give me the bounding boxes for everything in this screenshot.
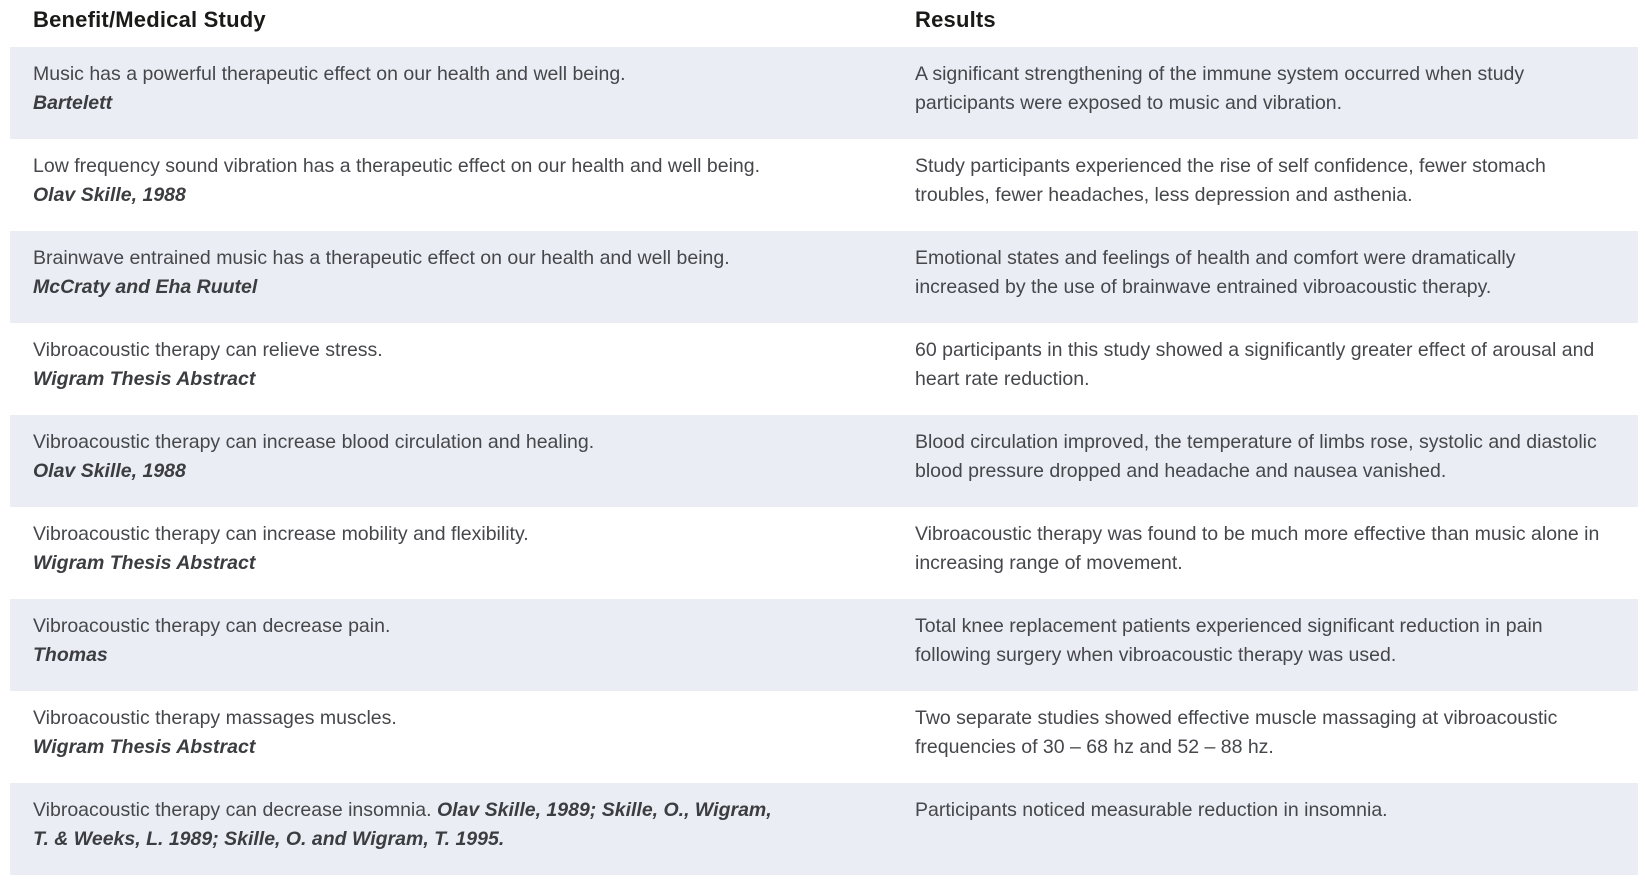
- table-header-row: Benefit/Medical Study Results: [10, 0, 1638, 47]
- benefit-text: Vibroacoustic therapy can decrease insom…: [33, 799, 432, 821]
- result-text: Study participants experienced the rise …: [915, 155, 1546, 206]
- benefit-text: Vibroacoustic therapy can increase mobil…: [33, 523, 529, 545]
- result-cell: Blood circulation improved, the temperat…: [915, 428, 1638, 507]
- column-header-benefit: Benefit/Medical Study: [33, 7, 266, 32]
- table-row: Music has a powerful therapeutic effect …: [10, 47, 1638, 139]
- table-row: Vibroacoustic therapy can increase blood…: [10, 415, 1638, 507]
- table-row: Vibroacoustic therapy can decrease insom…: [10, 783, 1638, 875]
- benefit-cell: Low frequency sound vibration has a ther…: [10, 152, 915, 231]
- result-text: Total knee replacement patients experien…: [915, 615, 1543, 666]
- result-cell: Study participants experienced the rise …: [915, 152, 1638, 231]
- result-cell: Total knee replacement patients experien…: [915, 612, 1638, 691]
- benefit-cell: Vibroacoustic therapy can increase mobil…: [10, 520, 915, 599]
- benefit-text: Vibroacoustic therapy can increase blood…: [33, 431, 595, 453]
- result-text: 60 participants in this study showed a s…: [915, 339, 1595, 390]
- citation-text: Wigram Thesis Abstract: [33, 736, 256, 758]
- benefit-text: Brainwave entrained music has a therapeu…: [33, 247, 730, 269]
- benefit-text: Vibroacoustic therapy can decrease pain.: [33, 615, 391, 637]
- table-row: Vibroacoustic therapy can relieve stress…: [10, 323, 1638, 415]
- citation-text: McCraty and Eha Ruutel: [33, 276, 258, 298]
- result-cell: Vibroacoustic therapy was found to be mu…: [915, 520, 1638, 599]
- citation-text: Wigram Thesis Abstract: [33, 368, 256, 390]
- result-text: Vibroacoustic therapy was found to be mu…: [915, 523, 1600, 574]
- benefit-cell: Vibroacoustic therapy massages muscles. W…: [10, 704, 915, 783]
- citation-text: Wigram Thesis Abstract: [33, 552, 256, 574]
- benefit-cell: Music has a powerful therapeutic effect …: [10, 60, 915, 139]
- result-cell: Emotional states and feelings of health …: [915, 244, 1638, 323]
- result-cell: Participants noticed measurable reductio…: [915, 796, 1638, 875]
- table-row: Brainwave entrained music has a therapeu…: [10, 231, 1638, 323]
- table-row: Vibroacoustic therapy can increase mobil…: [10, 507, 1638, 599]
- citation-text: Olav Skille, 1989; Skille, O., Wigram, T…: [33, 799, 772, 850]
- table-row: Vibroacoustic therapy can decrease pain.…: [10, 599, 1638, 691]
- benefit-text: Vibroacoustic therapy can relieve stress…: [33, 339, 383, 361]
- column-header-results: Results: [915, 7, 996, 32]
- benefit-text: Low frequency sound vibration has a ther…: [33, 155, 761, 177]
- result-text: Participants noticed measurable reductio…: [915, 799, 1388, 821]
- table-body: Music has a powerful therapeutic effect …: [0, 47, 1645, 875]
- table-row: Vibroacoustic therapy massages muscles. W…: [10, 691, 1638, 783]
- result-text: Blood circulation improved, the temperat…: [915, 431, 1597, 482]
- result-text: Emotional states and feelings of health …: [915, 247, 1516, 298]
- citation-text: Olav Skille, 1988: [33, 184, 186, 206]
- table-row: Low frequency sound vibration has a ther…: [10, 139, 1638, 231]
- citation-text: Olav Skille, 1988: [33, 460, 186, 482]
- benefit-text: Vibroacoustic therapy massages muscles.: [33, 707, 397, 729]
- benefit-cell: Vibroacoustic therapy can decrease pain.…: [10, 612, 915, 691]
- result-cell: Two separate studies showed effective mu…: [915, 704, 1638, 783]
- benefit-cell: Brainwave entrained music has a therapeu…: [10, 244, 915, 323]
- result-cell: A significant strengthening of the immun…: [915, 60, 1638, 139]
- benefit-cell: Vibroacoustic therapy can decrease insom…: [10, 796, 915, 875]
- result-text: A significant strengthening of the immun…: [915, 63, 1525, 114]
- benefit-cell: Vibroacoustic therapy can increase blood…: [10, 428, 915, 507]
- benefit-cell: Vibroacoustic therapy can relieve stress…: [10, 336, 915, 415]
- citation-text: Bartelett: [33, 92, 113, 114]
- benefit-text: Music has a powerful therapeutic effect …: [33, 63, 626, 85]
- result-text: Two separate studies showed effective mu…: [915, 707, 1558, 758]
- citation-text: Thomas: [33, 644, 108, 666]
- result-cell: 60 participants in this study showed a s…: [915, 336, 1638, 415]
